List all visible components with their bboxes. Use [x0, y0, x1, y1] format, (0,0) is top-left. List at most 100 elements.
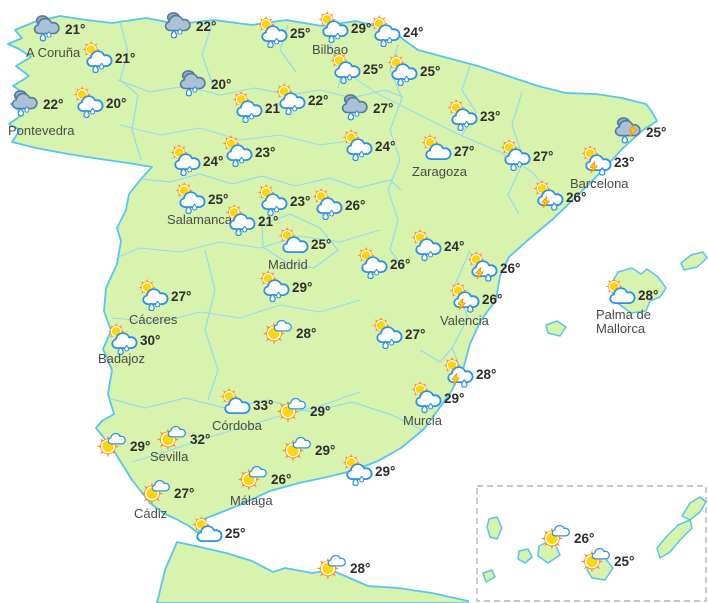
temperature-label: 21° — [258, 213, 279, 229]
station-mostly-sunny[interactable]: 26° — [538, 520, 594, 556]
temperature-label: 27° — [533, 148, 554, 164]
temperature-label: 25° — [311, 236, 332, 252]
station-sun-rain[interactable]: 27° — [369, 316, 425, 352]
sun-cloud-icon — [189, 515, 225, 551]
city-label: Murcia — [403, 413, 443, 428]
temperature-label: 28° — [350, 560, 371, 576]
station-sun-rain[interactable]: 26° — [309, 187, 365, 223]
station-mostly-sunny[interactable]: 28° — [314, 550, 370, 586]
station-mostly-sunny[interactable]: 25° — [578, 543, 634, 579]
temperature-label: 24° — [203, 153, 224, 169]
temperature-label: 22° — [43, 96, 64, 112]
sun-storm-icon — [530, 179, 566, 215]
station-salamanca[interactable]: 25° — [172, 181, 228, 217]
station-sun-rain[interactable]: 29° — [256, 269, 312, 305]
station-sun-rain[interactable]: 20° — [70, 85, 126, 121]
station-sun-rain[interactable]: 29° — [339, 453, 395, 489]
station-a-coru-a[interactable]: 21° — [29, 11, 85, 47]
africa-coast — [156, 541, 469, 603]
temperature-label: 27° — [171, 288, 192, 304]
sun-rain-icon — [309, 187, 345, 223]
temperature-label: 25° — [208, 191, 229, 207]
station-sun-rain[interactable]: 25° — [384, 53, 440, 89]
station-sun-rain[interactable]: 24° — [408, 228, 464, 264]
canary-islands-inset — [476, 485, 707, 602]
sun-rain-icon — [79, 40, 115, 76]
sun-rain-icon — [384, 53, 420, 89]
station-badajoz[interactable]: 30° — [104, 322, 160, 358]
station-barcelona[interactable]: 23° — [578, 144, 634, 180]
station-sevilla[interactable]: 32° — [154, 421, 210, 457]
temperature-label: 29° — [375, 463, 396, 479]
sun-rain-icon — [135, 278, 171, 314]
sun-rain-icon — [272, 82, 308, 118]
sun-rain-icon — [354, 246, 390, 282]
station-sun-rain[interactable]: 25° — [254, 15, 310, 51]
station-sun-rain[interactable]: 24° — [339, 128, 395, 164]
rain-icon — [337, 90, 373, 126]
station-sun-rain[interactable]: 23° — [254, 183, 310, 219]
station-sun-storm[interactable]: 26° — [464, 250, 520, 286]
station-valencia[interactable]: 26° — [446, 281, 502, 317]
station-rain[interactable]: 20° — [175, 66, 231, 102]
station-sun-rain[interactable]: 24° — [167, 143, 223, 179]
temperature-label: 20° — [106, 95, 127, 111]
station-murcia[interactable]: 29° — [408, 380, 464, 416]
station-sun-rain[interactable]: 23° — [444, 98, 500, 134]
station-rain[interactable]: 27° — [337, 90, 393, 126]
station-mostly-sunny[interactable]: 29° — [274, 393, 330, 429]
city-label: Málaga — [230, 493, 273, 508]
sun-rain-icon — [256, 269, 292, 305]
station-c-rdoba[interactable]: 33° — [217, 387, 273, 423]
city-label: Madrid — [268, 257, 308, 272]
temperature-label: 29° — [310, 403, 331, 419]
station-storm[interactable]: 25° — [610, 114, 666, 150]
mostly-sunny-icon — [314, 550, 350, 586]
temperature-label: 26° — [482, 291, 503, 307]
station-sun-rain[interactable]: 24° — [367, 14, 423, 50]
station-sun-rain[interactable]: 26° — [354, 246, 410, 282]
station-sun-storm[interactable]: 26° — [530, 179, 586, 215]
station-rain[interactable]: 22° — [160, 8, 216, 44]
temperature-label: 28° — [476, 366, 497, 382]
station-pontevedra[interactable]: 22° — [7, 86, 63, 122]
sun-rain-icon — [219, 134, 255, 170]
station-c-ceres[interactable]: 27° — [135, 278, 191, 314]
sun-rain-icon — [70, 85, 106, 121]
station-sun-rain[interactable]: 21° — [222, 203, 278, 239]
station-mostly-sunny[interactable]: 29° — [94, 428, 150, 464]
temperature-label: 25° — [420, 63, 441, 79]
rivers — [111, 69, 557, 463]
temperature-label: 28° — [296, 325, 317, 341]
city-label: Valencia — [440, 313, 489, 328]
rain-icon — [7, 86, 43, 122]
station-sun-storm[interactable]: 28° — [440, 356, 496, 392]
station-sun-rain[interactable]: 27° — [497, 138, 553, 174]
sun-rain-icon — [167, 143, 203, 179]
station-madrid[interactable]: 25° — [275, 226, 331, 262]
station-sun-rain[interactable]: 23° — [219, 134, 275, 170]
temperature-label: 25° — [225, 525, 246, 541]
sun-rain-icon — [315, 10, 351, 46]
city-label: Palma de Mallorca — [596, 307, 651, 336]
station-bilbao[interactable]: 29° — [315, 10, 371, 46]
station-mostly-sunny[interactable]: 29° — [279, 432, 335, 468]
station-sun-cloud[interactable]: 25° — [189, 515, 245, 551]
station-sun-rain[interactable]: 22° — [272, 82, 328, 118]
station-sun-rain[interactable]: 21° — [79, 40, 135, 76]
station-mostly-sunny[interactable]: 28° — [260, 315, 316, 351]
station-zaragoza[interactable]: 27° — [418, 133, 474, 169]
province-borders — [107, 21, 525, 431]
sun-rain-icon — [339, 453, 375, 489]
station-palma-de-mallorca[interactable]: 28° — [602, 277, 658, 313]
mostly-sunny-icon — [274, 393, 310, 429]
station-m-laga[interactable]: 26° — [235, 461, 291, 497]
sun-rain-icon — [497, 138, 533, 174]
station-c-diz[interactable]: 27° — [138, 475, 194, 511]
temperature-label: 23° — [614, 154, 635, 170]
sun-rain-icon — [408, 380, 444, 416]
city-label: Cádiz — [134, 506, 168, 521]
temperature-label: 21° — [115, 50, 136, 66]
temperature-label: 26° — [574, 530, 595, 546]
station-sun-rain[interactable]: 25° — [327, 51, 383, 87]
